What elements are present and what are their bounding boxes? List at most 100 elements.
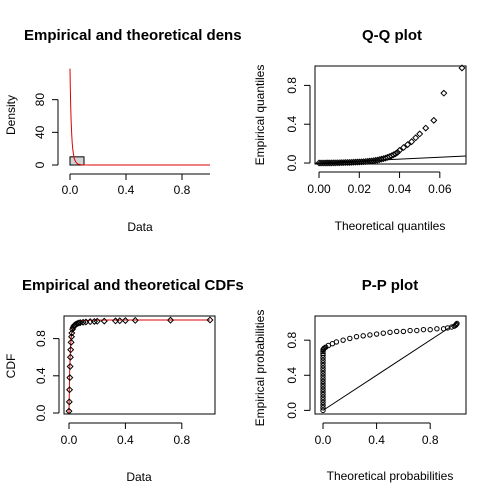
- empirical-cdf-point: [66, 362, 74, 371]
- qq-title: Q-Q plot: [362, 27, 422, 44]
- pp-point: [420, 326, 427, 333]
- reference-line: [322, 322, 458, 411]
- empirical-cdf-point: [131, 316, 139, 324]
- density-title: Empirical and theoretical dens: [24, 27, 242, 44]
- y-tick-label: 0.4: [285, 116, 299, 133]
- x-tick-label: 0.0: [62, 183, 79, 197]
- empirical-cdf-point: [90, 317, 98, 325]
- pp-point: [320, 352, 326, 358]
- density-ylabel: Density: [4, 95, 18, 135]
- pp-point: [320, 370, 326, 377]
- qq-marks: [315, 64, 466, 167]
- empirical-cdf-point: [93, 317, 101, 325]
- qq-point: [396, 146, 404, 154]
- y-tick-label: 0.0: [34, 404, 48, 421]
- x-tick-label: 0.0: [61, 433, 78, 447]
- pp-point: [353, 333, 360, 340]
- reference-line: [315, 155, 466, 164]
- pp-point: [320, 405, 326, 411]
- qq-panel: Q-Q plot Theoretical quantiles Empirical…: [253, 27, 467, 233]
- pp-marks: [320, 320, 460, 414]
- empirical-cdf-point: [66, 353, 74, 361]
- pp-point: [367, 332, 373, 338]
- pp-point: [320, 389, 326, 395]
- cdf-marks: [65, 316, 214, 415]
- pp-point: [320, 402, 326, 408]
- histogram-bar: [69, 156, 85, 166]
- empirical-cdf-point: [67, 338, 75, 346]
- y-tick-label: 0.4: [285, 367, 299, 384]
- qq-point: [430, 116, 438, 124]
- x-tick-label: 0.8: [173, 433, 190, 447]
- empirical-cdf-point: [68, 329, 76, 337]
- pp-title: P-P plot: [362, 277, 418, 294]
- pp-point: [320, 381, 326, 387]
- pp-point: [393, 328, 400, 335]
- pp-ticks: 0.0 0.4 0.8 0.0 0.4 0.8: [285, 332, 439, 447]
- qq-xlabel: Theoretical quantiles: [335, 219, 446, 233]
- pp-point: [320, 357, 326, 364]
- empirical-cdf-point: [66, 386, 74, 394]
- qq-plot-box: [314, 65, 467, 165]
- pp-point: [380, 330, 387, 336]
- empirical-cdf-point: [206, 316, 214, 324]
- y-tick-label: 0.8: [285, 77, 299, 94]
- x-tick-label: 0.0: [315, 433, 332, 447]
- theoretical-cdf-line: [68, 319, 210, 414]
- cdf-plot-box: [63, 315, 216, 415]
- empirical-cdf-point: [100, 317, 108, 325]
- pp-point: [340, 337, 346, 343]
- qq-point: [416, 130, 424, 138]
- pp-ylabel: Empirical probabilities: [253, 310, 267, 427]
- cdf-panel: Empirical and theoretical CDFs Data CDF …: [4, 277, 244, 484]
- x-tick-label: 0.02: [348, 182, 372, 196]
- pp-point: [454, 320, 460, 327]
- pp-point: [414, 327, 420, 334]
- pp-panel: P-P plot Theoretical probabilities Empir…: [253, 277, 467, 483]
- qq-point: [422, 124, 430, 132]
- qq-point: [392, 150, 400, 158]
- empirical-cdf-point: [68, 333, 76, 341]
- qq-point: [404, 141, 412, 149]
- qq-point: [394, 148, 402, 156]
- qq-point: [408, 138, 416, 146]
- qq-point: [458, 64, 466, 72]
- x-tick-label: 0.4: [118, 183, 135, 197]
- pp-point: [347, 335, 353, 342]
- pp-point: [320, 394, 326, 400]
- pp-point: [320, 397, 326, 403]
- pp-point: [320, 360, 326, 366]
- qq-point: [390, 151, 398, 159]
- empirical-cdf-point: [76, 319, 84, 327]
- empirical-cdf-point: [66, 374, 74, 382]
- theoretical-density-line: [69, 68, 210, 166]
- cdf-ylabel: CDF: [4, 354, 18, 379]
- y-tick-label: 0.0: [285, 154, 299, 171]
- x-tick-label: 0.4: [368, 433, 385, 447]
- y-tick-label: 40: [33, 125, 47, 139]
- cdf-xlabel: Data: [126, 470, 152, 484]
- qq-ticks: 0.00 0.02 0.04 0.06 0.0 0.4 0.8: [285, 77, 452, 196]
- empirical-cdf-point: [167, 316, 175, 324]
- density-panel: Empirical and theoretical dens Data Dens…: [4, 27, 242, 234]
- pp-point: [320, 376, 326, 382]
- qq-point: [440, 89, 448, 97]
- empirical-cdf-point: [65, 398, 73, 406]
- cdf-ticks: 0.0 0.4 0.8 0.0 0.4 0.8: [34, 330, 190, 447]
- y-tick-label: 0.8: [285, 332, 299, 349]
- pp-point: [320, 365, 326, 371]
- qq-point: [400, 143, 408, 152]
- pp-point: [360, 333, 366, 339]
- pp-point: [320, 373, 326, 379]
- qq-ylabel: Empirical quantiles: [253, 65, 267, 166]
- pp-point: [320, 362, 326, 369]
- x-tick-label: 0.04: [388, 182, 412, 196]
- pp-point: [320, 407, 326, 414]
- pp-point: [320, 399, 326, 406]
- y-tick-label: 0.8: [34, 330, 48, 347]
- pp-point: [373, 331, 380, 337]
- pp-point: [434, 326, 440, 332]
- density-ticks: 0.0 0.4 0.8 0 40 80: [33, 93, 210, 197]
- qq-point: [412, 134, 420, 142]
